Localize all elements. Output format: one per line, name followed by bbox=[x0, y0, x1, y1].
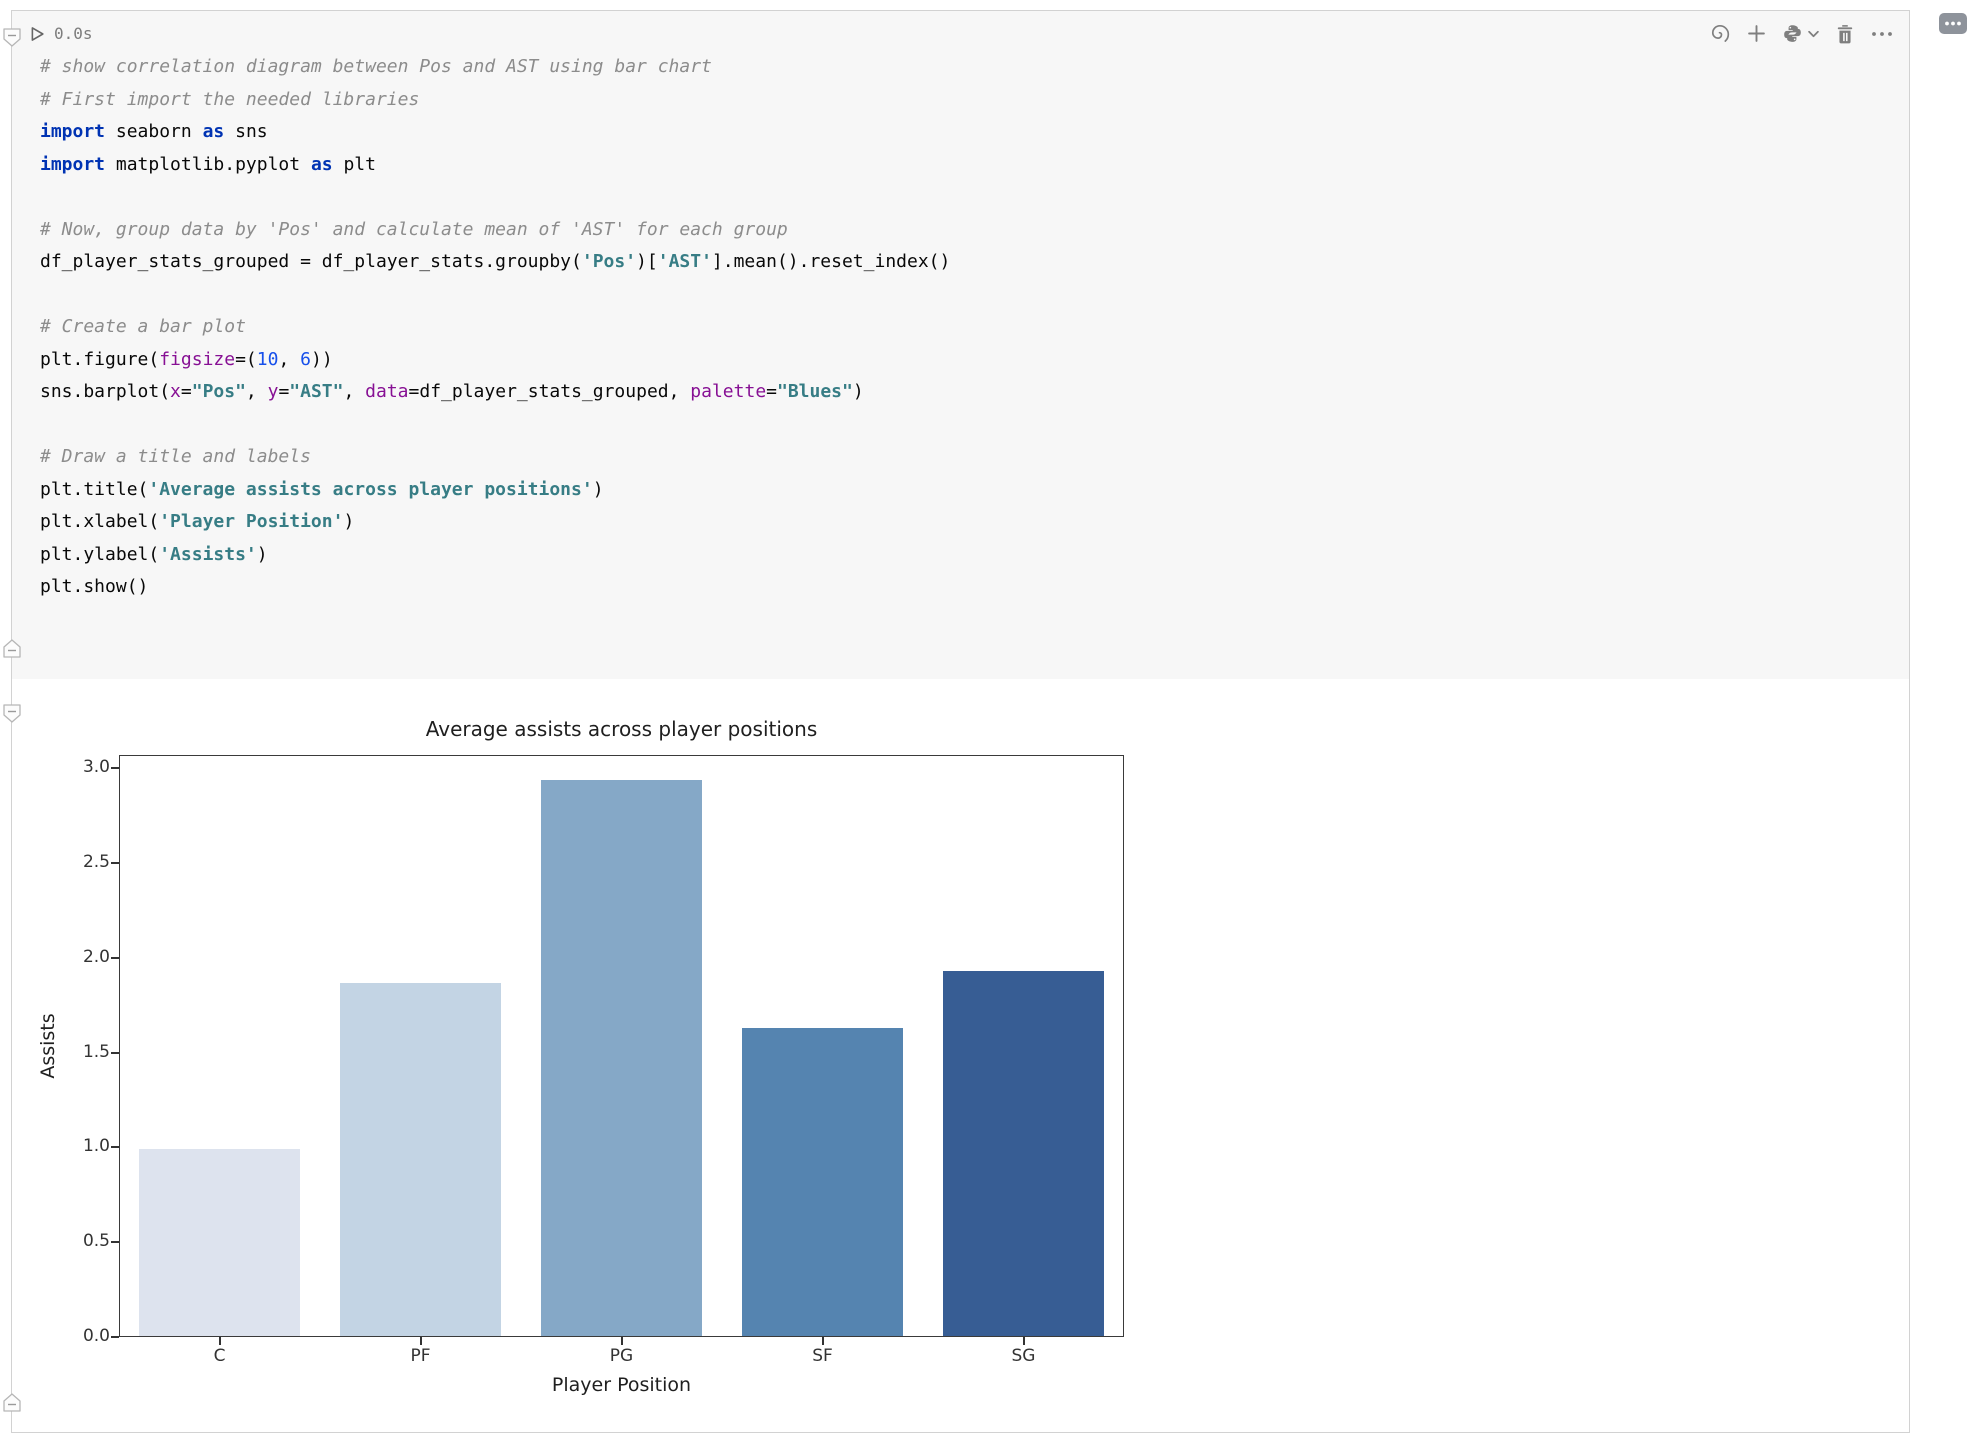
fold-marker-output-end-icon[interactable] bbox=[1, 1391, 23, 1413]
plus-icon[interactable] bbox=[1747, 24, 1766, 43]
cell-output bbox=[12, 679, 1909, 1432]
code-line: import seaborn as sns bbox=[40, 121, 268, 142]
code-line: # show correlation diagram between Pos a… bbox=[40, 56, 712, 77]
python-interpreter-selector[interactable] bbox=[1783, 24, 1819, 43]
code-line bbox=[40, 409, 950, 442]
code-line: plt.show() bbox=[40, 576, 149, 597]
notebook-cell: 0.0s bbox=[11, 10, 1910, 1433]
code-line: # Now, group data by 'Pos' and calculate… bbox=[40, 218, 788, 240]
code-editor[interactable]: # show correlation diagram between Pos a… bbox=[40, 51, 950, 604]
cell-toolbar bbox=[1709, 23, 1893, 44]
code-line: plt.figure(figsize=(10, 6)) bbox=[40, 348, 333, 370]
trash-icon[interactable] bbox=[1836, 24, 1854, 44]
code-line bbox=[40, 181, 950, 214]
cell-header: 0.0s bbox=[30, 24, 93, 43]
code-line: sns.barplot(x="Pos", y="AST", data=df_pl… bbox=[40, 381, 864, 402]
code-cell[interactable]: 0.0s bbox=[12, 11, 1909, 679]
ellipsis-icon[interactable] bbox=[1871, 30, 1893, 38]
code-line: import matplotlib.pyplot as plt bbox=[40, 153, 376, 175]
code-line bbox=[40, 279, 950, 312]
run-icon[interactable] bbox=[30, 26, 45, 42]
code-line: # Create a bar plot bbox=[40, 316, 246, 337]
code-line: # Draw a title and labels bbox=[40, 446, 311, 467]
code-line: plt.title('Average assists across player… bbox=[40, 478, 604, 500]
fold-marker-code-start-icon[interactable] bbox=[1, 27, 23, 49]
code-line: plt.ylabel('Assists') bbox=[40, 543, 268, 565]
code-line: # First import the needed libraries bbox=[40, 88, 420, 110]
code-line: plt.xlabel('Player Position') bbox=[40, 511, 355, 532]
spiral-icon[interactable] bbox=[1709, 23, 1730, 44]
fold-marker-code-end-icon[interactable] bbox=[1, 637, 23, 659]
execution-time: 0.0s bbox=[54, 24, 93, 43]
code-line: df_player_stats_grouped = df_player_stat… bbox=[40, 251, 951, 272]
comment-bubble-icon[interactable] bbox=[1938, 12, 1968, 42]
fold-marker-output-start-icon[interactable] bbox=[1, 703, 23, 725]
